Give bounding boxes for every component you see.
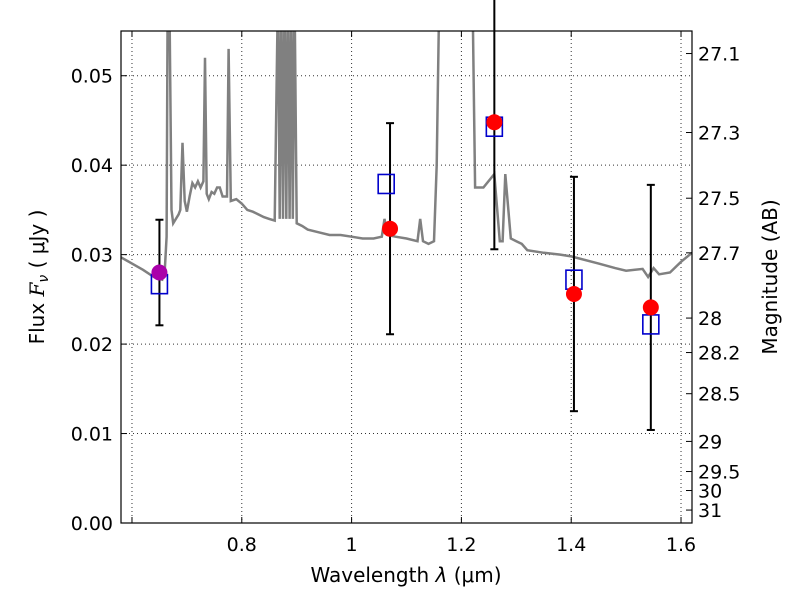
y-tick-label: 0.00 bbox=[71, 513, 113, 535]
y2-tick-label: 27.7 bbox=[698, 243, 740, 265]
y-tick-label: 0.05 bbox=[71, 66, 113, 88]
y2-tick-label: 27.5 bbox=[698, 188, 740, 210]
model-spectrum-line bbox=[121, 31, 692, 282]
y2-tick-label: 29 bbox=[698, 431, 722, 453]
plot-frame bbox=[120, 30, 693, 524]
y2-tick-label: 31 bbox=[698, 500, 722, 522]
y2-tick-label: 28.5 bbox=[698, 384, 740, 406]
error-bars bbox=[155, 0, 655, 431]
y2-tick-label: 27.1 bbox=[698, 44, 740, 66]
y-tick-label: 0.02 bbox=[71, 334, 113, 356]
y2-axis-label: Magnitude (AB) bbox=[758, 199, 782, 354]
y2-tick-label: 30 bbox=[698, 481, 722, 503]
y2-tick-label: 28.2 bbox=[698, 343, 740, 365]
y-tick-label: 0.01 bbox=[71, 424, 113, 446]
x-axis-ticks: 0.8 1 1.2 1.4 1.6 bbox=[131, 31, 696, 556]
x-tick-label: 1.4 bbox=[556, 534, 586, 556]
data-point-circle bbox=[382, 220, 399, 237]
y2-tick-label: 29.5 bbox=[698, 462, 740, 484]
data-markers bbox=[150, 114, 660, 335]
y-axis-label: Flux Fν ( μJy ) bbox=[25, 210, 52, 345]
y-axis-ticks: 0.00 0.01 0.02 0.03 0.04 0.05 bbox=[71, 66, 127, 535]
x-tick-label: 1 bbox=[346, 534, 358, 556]
data-point-circle bbox=[486, 114, 503, 131]
x-tick-label: 0.8 bbox=[227, 534, 257, 556]
data-point-circle bbox=[642, 299, 659, 316]
x-axis-label: Wavelength λ (μm) bbox=[310, 563, 501, 587]
model-photometry-square bbox=[377, 173, 395, 195]
x-tick-label: 1.2 bbox=[446, 534, 476, 556]
y-tick-label: 0.03 bbox=[71, 245, 113, 267]
data-point-circle bbox=[565, 285, 582, 302]
y2-tick-label: 28 bbox=[698, 308, 722, 330]
y2-tick-label: 27.3 bbox=[698, 123, 740, 145]
y-tick-label: 0.04 bbox=[71, 155, 113, 177]
x-tick-label: 1.6 bbox=[666, 534, 696, 556]
data-point-circle bbox=[151, 264, 168, 281]
